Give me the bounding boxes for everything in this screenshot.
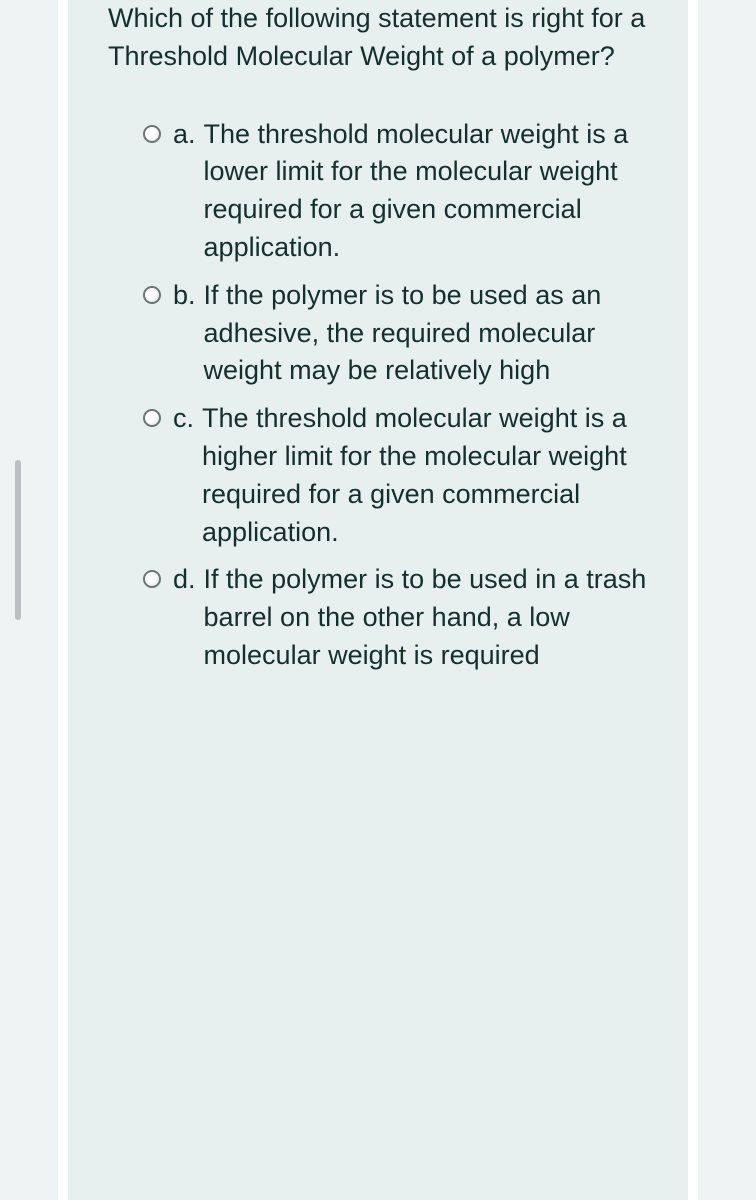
- page-container: Which of the following statement is righ…: [20, 0, 736, 1200]
- option-letter: c.: [173, 400, 194, 438]
- option-letter: a.: [173, 116, 196, 154]
- option-letter: b.: [173, 277, 196, 315]
- option-text: If the polymer is to be used as an adhes…: [204, 277, 648, 390]
- option-content: c. The threshold molecular weight is a h…: [173, 400, 648, 551]
- scrollbar-indicator: [15, 460, 21, 620]
- option-letter: d.: [173, 561, 196, 599]
- option-content: b. If the polymer is to be used as an ad…: [173, 277, 648, 390]
- option-row: c. The threshold molecular weight is a h…: [143, 400, 648, 551]
- radio-option-d[interactable]: [143, 570, 161, 588]
- question-card: Which of the following statement is righ…: [58, 0, 698, 1200]
- question-text: Which of the following statement is righ…: [108, 0, 648, 76]
- option-text: The threshold molecular weight is a lowe…: [204, 116, 648, 267]
- option-content: a. The threshold molecular weight is a l…: [173, 116, 648, 267]
- option-text: The threshold molecular weight is a high…: [202, 400, 648, 551]
- radio-option-b[interactable]: [143, 286, 161, 304]
- option-row: d. If the polymer is to be used in a tra…: [143, 561, 648, 674]
- radio-option-a[interactable]: [143, 125, 161, 143]
- option-row: a. The threshold molecular weight is a l…: [143, 116, 648, 267]
- option-text: If the polymer is to be used in a trash …: [204, 561, 648, 674]
- radio-option-c[interactable]: [143, 409, 161, 427]
- option-row: b. If the polymer is to be used as an ad…: [143, 277, 648, 390]
- options-list: a. The threshold molecular weight is a l…: [108, 116, 648, 675]
- option-content: d. If the polymer is to be used in a tra…: [173, 561, 648, 674]
